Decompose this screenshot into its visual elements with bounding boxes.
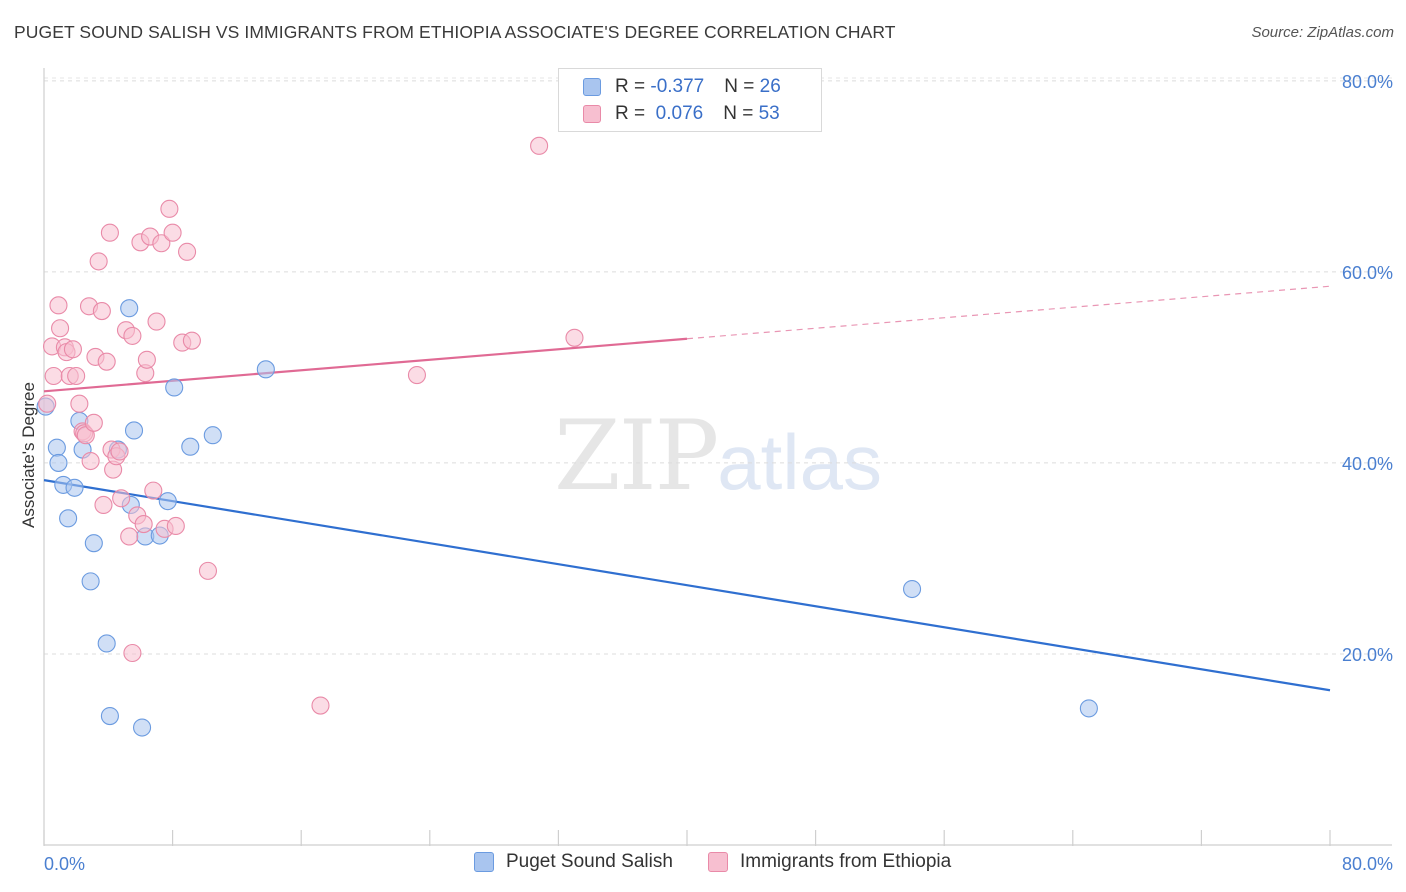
data-point [182,331,201,350]
data-point [84,413,103,432]
data-point [94,495,113,515]
data-point [112,489,131,508]
y-tick-label: 20.0% [1342,645,1393,665]
data-point [181,437,200,456]
data-point [120,527,139,546]
data-point [163,223,182,242]
r-label: R = [615,103,651,124]
data-point [407,366,426,385]
data-point [133,718,152,737]
data-point [100,223,119,242]
salish-legend-swatch [474,852,494,872]
r-value: 0.076 [650,103,704,124]
data-point [124,421,144,440]
data-point [97,352,116,371]
data-point [81,572,100,591]
salish-swatch [583,78,601,96]
data-point [89,252,108,271]
watermark: ZIPatlas [554,400,882,512]
axes [43,68,1392,846]
data-point [256,360,275,379]
n-label: N = [724,76,760,97]
data-point [160,199,179,218]
stats-legend: R = -0.377 N = 26 R = 0.076 N = 53 [558,68,822,132]
data-point [530,136,549,155]
data-point [123,326,142,345]
legend-label-salish: Puget Sound Salish [506,851,673,872]
data-point [902,579,922,599]
data-point [110,442,129,461]
data-point [84,534,103,553]
series-ethiopia [38,136,584,715]
y-tick-label: 40.0% [1342,454,1393,474]
legend-label-ethiopia: Immigrants from Ethiopia [740,851,952,872]
trend-line-ethiopia-extension [686,285,1331,340]
data-point [165,378,184,397]
y-tick-label: 80.0% [1342,72,1393,92]
data-point [144,481,163,500]
n-label: N = [723,103,759,124]
data-point [203,426,222,445]
legend-item-ethiopia: Immigrants from Ethiopia [708,851,951,873]
trend-line-salish [43,479,1331,692]
data-point [120,299,139,318]
data-points [36,136,1098,737]
stats-legend-row-salish: R = -0.377 N = 26 [583,74,781,100]
data-point [198,561,218,580]
data-point [47,438,66,457]
grid-lines [44,77,1392,655]
series-legend: Puget Sound Salish Immigrants from Ethio… [0,851,1406,879]
stats-legend-row-ethiopia: R = 0.076 N = 53 [583,101,780,127]
data-point [123,643,142,663]
n-value: 53 [758,103,780,124]
data-point [92,302,111,321]
data-point [137,350,156,369]
ethiopia-swatch [583,105,601,123]
legend-item-salish: Puget Sound Salish [474,851,673,873]
data-point [311,696,330,715]
data-point [67,366,86,386]
r-value: -0.377 [650,76,705,97]
trend-lines [43,285,1331,692]
data-point [158,492,177,511]
data-point [1079,699,1098,718]
data-point [565,328,584,347]
trend-line-ethiopia [43,337,688,393]
data-point [178,242,197,261]
watermark-zip: ZIP [554,400,719,512]
source-label: Source: ZipAtlas.com [1251,24,1394,41]
y-tick-label: 60.0% [1342,263,1393,283]
data-point [70,394,89,413]
data-point [81,451,100,471]
data-point [63,340,82,359]
data-point [166,516,185,536]
ethiopia-legend-swatch [708,852,728,872]
data-point [59,509,78,528]
chart-title: PUGET SOUND SALISH VS IMMIGRANTS FROM ET… [14,22,896,42]
data-point [97,634,116,653]
y-axis-label: Associate's Degree [19,382,38,528]
data-point [65,478,84,497]
data-point [147,312,166,331]
series-salish [36,299,1098,737]
tick-labels: 20.0% 40.0% 60.0% 80.0% 0.0% 80.0% [44,72,1393,874]
n-value: 26 [759,76,781,97]
x-tick-label: 80.0% [1342,854,1393,874]
data-point [49,453,68,472]
data-point [38,394,57,413]
watermark-atlas: atlas [717,418,882,506]
data-point [49,296,68,315]
data-point [100,707,119,726]
x-tick-label: 0.0% [44,854,85,874]
data-point [51,319,70,338]
data-point [152,234,171,253]
data-point [134,515,153,534]
r-label: R = [615,76,651,97]
data-point [44,366,63,386]
